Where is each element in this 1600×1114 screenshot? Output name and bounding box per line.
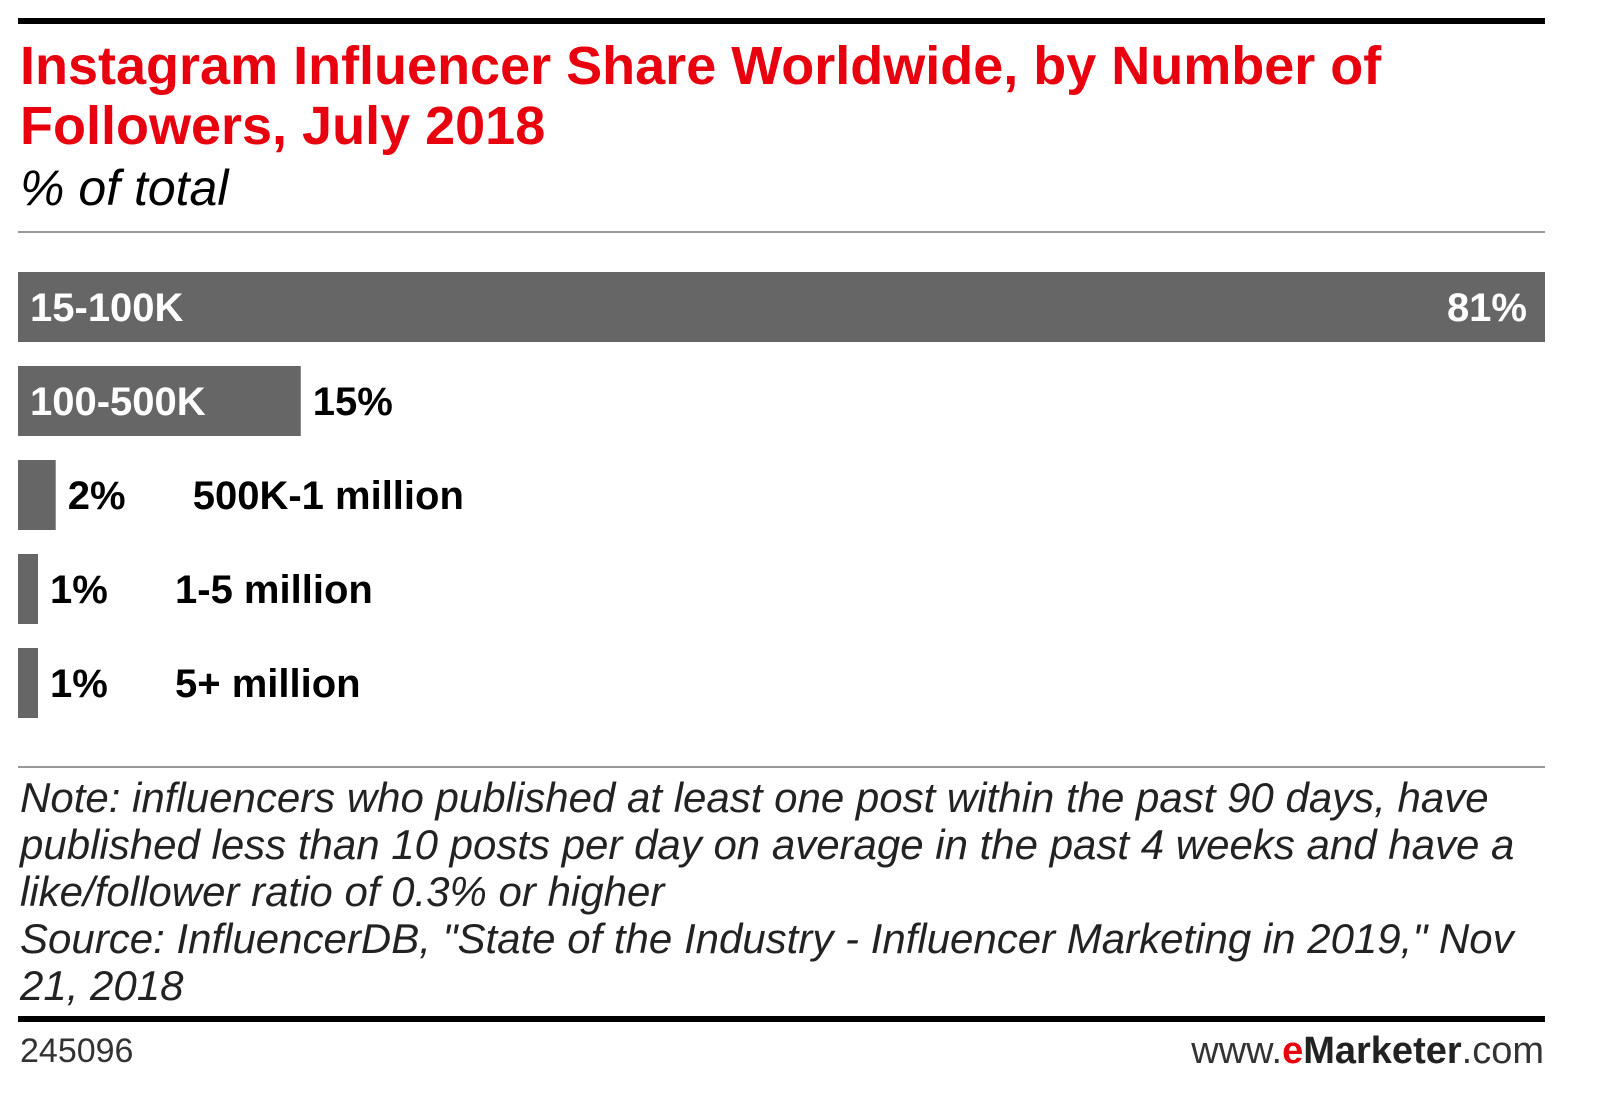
category-label: 100-500K [30, 380, 206, 424]
chart-source: Source: InfluencerDB, "State of the Indu… [20, 915, 1514, 1009]
category-label: 500K-1 million [193, 474, 464, 518]
chart-id: 245096 [20, 1032, 134, 1070]
note-divider [18, 766, 1545, 768]
chart-note: Note: influencers who published at least… [20, 774, 1515, 915]
bar-100-500k [18, 366, 301, 436]
chart-title: Instagram Influencer Share Worldwide, by… [20, 36, 1382, 156]
category-label: 5+ million [175, 662, 361, 706]
brand-e: e [1282, 1030, 1304, 1072]
brand-prefix: www. [1191, 1030, 1283, 1072]
brand-logo: www.eMarketer.com [1191, 1030, 1544, 1073]
bottom-rule [18, 1016, 1545, 1022]
chart-subtitle: % of total [20, 160, 229, 216]
header-divider [18, 231, 1545, 233]
bar-chart: 15-100K 81% 100-500K 15% 500K-1 million 2% 1-5… [18, 272, 1545, 718]
brand-name: Marketer [1303, 1030, 1462, 1072]
value-label: 1% [50, 568, 108, 612]
top-rule [18, 18, 1545, 24]
bar-5-million [18, 648, 38, 718]
bar-15-100k [18, 272, 1545, 342]
value-label: 1% [50, 662, 108, 706]
value-label: 81% [1447, 286, 1527, 330]
value-label: 2% [68, 474, 126, 518]
category-label: 1-5 million [175, 568, 373, 612]
category-label: 15-100K [30, 286, 184, 330]
bar-500k-1-million [18, 460, 56, 530]
value-label: 15% [313, 380, 393, 424]
bar-1-5-million [18, 554, 38, 624]
brand-suffix: .com [1461, 1030, 1544, 1072]
